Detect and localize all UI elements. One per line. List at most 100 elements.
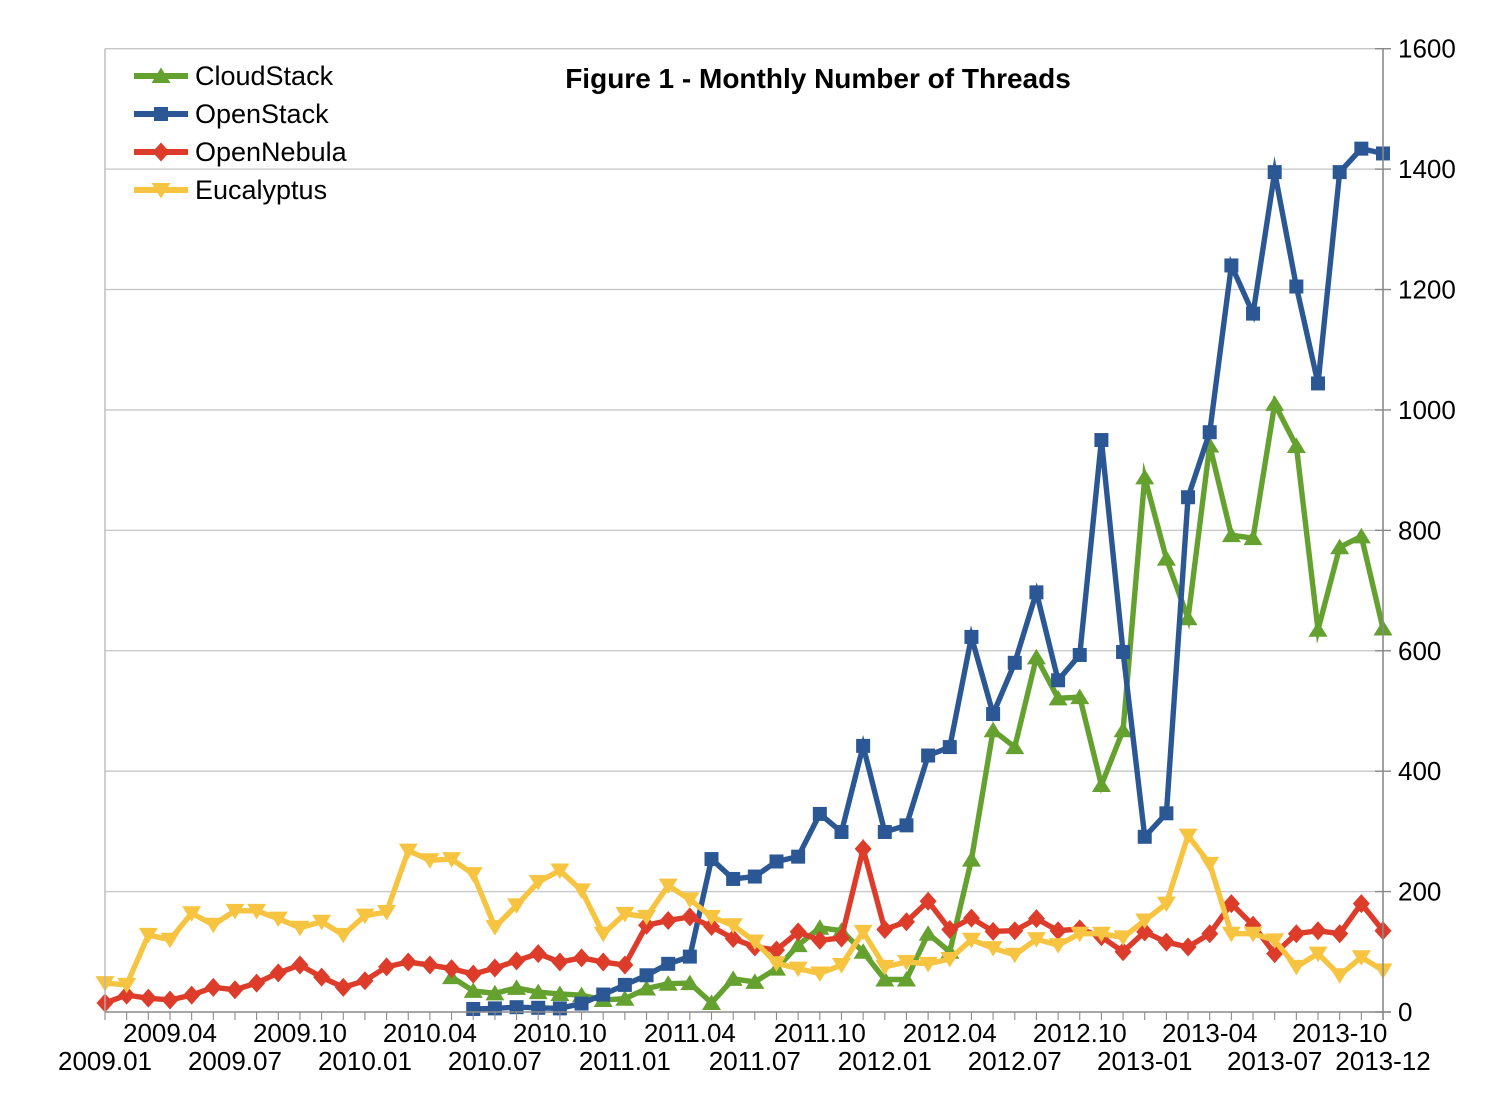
- series-opennebula-marker: [508, 951, 526, 971]
- series-eucalyptus-marker: [766, 956, 786, 972]
- series-eucalyptus-marker: [1026, 932, 1046, 948]
- series-cloudstack-marker: [528, 983, 548, 1000]
- x-tick-label: 2010.04: [383, 1018, 477, 1048]
- series-eucalyptus-marker: [1243, 926, 1263, 943]
- legend-item-eucalyptus: Eucalyptus: [133, 171, 347, 209]
- series-openstack-marker: [639, 968, 654, 983]
- series-eucalyptus-marker: [572, 883, 592, 899]
- series-cloudstack-marker: [1221, 526, 1241, 543]
- series-eucalyptus-marker: [1048, 938, 1068, 954]
- series-eucalyptus-marker: [1200, 856, 1220, 873]
- series-openstack-marker: [1072, 647, 1087, 662]
- series-eucalyptus-marker: [485, 920, 505, 936]
- series-eucalyptus-marker: [138, 927, 158, 944]
- series-cloudstack-marker: [463, 982, 483, 998]
- series-opennebula-marker: [204, 977, 222, 997]
- series-openstack-marker: [574, 996, 589, 1011]
- series-openstack-marker: [812, 806, 827, 821]
- series-opennebula-marker: [161, 990, 179, 1010]
- series-opennebula-marker: [703, 917, 721, 937]
- triangle-up-icon: [134, 67, 188, 83]
- series-opennebula-marker: [876, 920, 894, 940]
- series-openstack-marker: [1159, 806, 1174, 821]
- series-eucalyptus-marker: [1156, 896, 1176, 913]
- series-cloudstack-marker: [702, 994, 722, 1010]
- series-opennebula-marker: [248, 973, 266, 993]
- series-cloudstack-marker: [1091, 776, 1111, 793]
- x-tick-label: 2013-01: [1097, 1046, 1192, 1076]
- series-eucalyptus-marker: [1135, 913, 1155, 929]
- series-opennebula-marker: [551, 952, 569, 972]
- series-cloudstack-marker: [1265, 395, 1285, 411]
- series-eucalyptus-marker: [420, 853, 440, 869]
- series-cloudstack-marker: [853, 943, 873, 959]
- square-icon: [134, 107, 188, 121]
- legend-marker: [152, 142, 170, 162]
- x-tick-label: 2013-07: [1227, 1046, 1322, 1076]
- series-openstack-marker: [1051, 673, 1066, 688]
- legend-marker: [151, 183, 171, 199]
- series-opennebula-marker: [616, 955, 634, 975]
- series-eucalyptus-marker: [615, 906, 635, 923]
- series-cloudstack-marker: [1330, 538, 1350, 555]
- series-cloudstack-marker: [1005, 738, 1025, 755]
- series-opennebula-marker: [269, 963, 287, 983]
- series-opennebula-marker: [1006, 921, 1024, 941]
- x-tick-label: 2012.07: [968, 1046, 1062, 1076]
- legend-marker: [151, 67, 171, 83]
- series-eucalyptus-marker: [1265, 933, 1285, 949]
- series-eucalyptus-marker: [312, 914, 332, 931]
- series-cloudstack-marker: [1286, 437, 1306, 454]
- series-line-openstack: [473, 145, 1384, 1012]
- series-opennebula-marker: [854, 839, 872, 859]
- series-opennebula-marker: [1201, 924, 1219, 944]
- series-cloudstack-marker: [896, 970, 916, 987]
- legend-label: OpenStack: [195, 98, 329, 129]
- series-cloudstack-marker: [961, 851, 981, 867]
- series-opennebula-marker: [529, 944, 547, 964]
- series-eucalyptus-marker: [875, 959, 895, 976]
- series-opennebula-marker: [811, 930, 829, 950]
- series-opennebula-marker: [139, 988, 157, 1008]
- x-tick-label: 2012.04: [903, 1018, 997, 1048]
- series-opennebula-marker: [118, 985, 136, 1005]
- series-cloudstack-marker: [615, 990, 635, 1006]
- series-eucalyptus-marker: [702, 909, 722, 926]
- series-opennebula-marker: [941, 920, 959, 940]
- series-eucalyptus-marker: [182, 906, 202, 922]
- series-eucalyptus-marker: [593, 926, 613, 943]
- series-cloudstack-marker: [1113, 721, 1133, 738]
- y-tick-label: 800: [1398, 515, 1441, 545]
- series-cloudstack-marker: [788, 936, 808, 953]
- series-openstack: [466, 141, 1390, 1016]
- series-eucalyptus-marker: [637, 909, 657, 926]
- series-eucalyptus-marker: [550, 863, 570, 880]
- series-openstack-marker: [834, 824, 849, 839]
- series-openstack-marker: [791, 849, 806, 864]
- series-eucalyptus-marker: [290, 920, 310, 937]
- x-tick-label: 2012.10: [1033, 1018, 1127, 1048]
- y-tick-label: 1600: [1398, 34, 1456, 64]
- x-tick-label: 2009.07: [188, 1046, 282, 1076]
- diamond-icon: [134, 142, 188, 162]
- series-openstack-marker: [1137, 829, 1152, 844]
- series-eucalyptus-marker: [983, 941, 1003, 957]
- series-openstack-marker: [964, 629, 979, 644]
- series-opennebula-marker: [291, 955, 309, 975]
- series-openstack-marker: [1289, 279, 1304, 294]
- legend-item-cloudstack: CloudStack: [133, 57, 347, 95]
- series-openstack-marker: [509, 1000, 524, 1015]
- series-openstack-marker: [986, 706, 1001, 721]
- series-opennebula-marker: [443, 959, 461, 979]
- y-tick-label: 1200: [1398, 275, 1456, 305]
- triangle-down-icon: [134, 183, 188, 199]
- series-openstack-marker: [1246, 306, 1261, 321]
- series-eucalyptus-marker: [1351, 950, 1371, 966]
- series-opennebula-marker: [789, 922, 807, 942]
- series-opennebula: [96, 837, 1392, 1013]
- grid-layer: [105, 48, 1383, 893]
- series-cloudstack-marker: [983, 721, 1003, 738]
- series-opennebula-marker: [897, 912, 915, 932]
- x-tick-label: 2009.01: [58, 1046, 152, 1076]
- series-openstack-marker: [661, 956, 676, 971]
